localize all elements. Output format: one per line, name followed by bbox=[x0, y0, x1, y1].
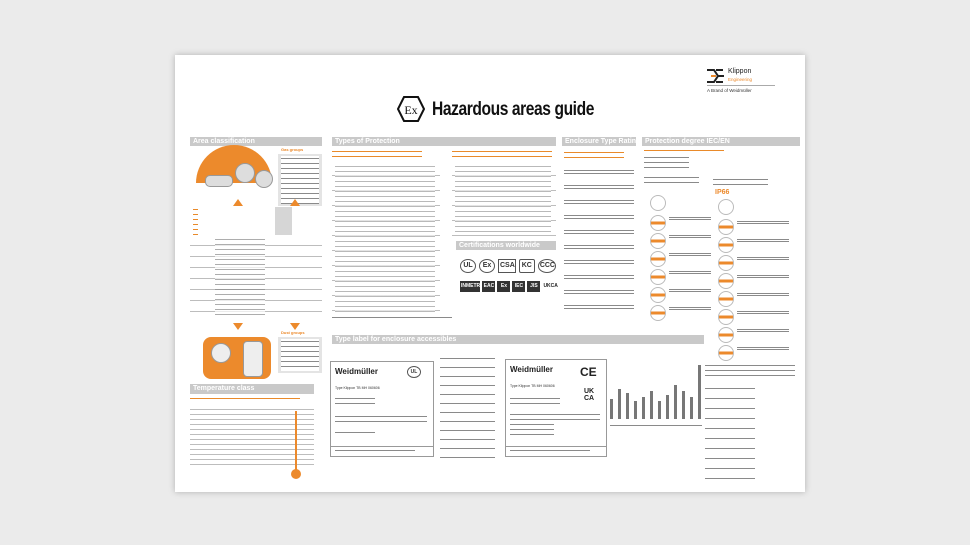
gas-groups-label: Gas groups bbox=[281, 147, 304, 152]
certification-logos: UL Ex CSA KC CCC INMETRO EAC Ex IEC JIS … bbox=[460, 255, 558, 305]
ce-mark: CE bbox=[580, 365, 597, 379]
cert-inmetro: INMETRO bbox=[460, 281, 484, 292]
cert-ukca: UKCA bbox=[542, 281, 558, 292]
label-legend bbox=[440, 355, 495, 465]
second-digit-column bbox=[713, 199, 793, 399]
type-label-ce: Weidmüller CE UK CA Type Klippon TB MH 0… bbox=[505, 359, 607, 457]
ip-example: IP66 bbox=[715, 189, 730, 196]
cert-eac: EAC bbox=[482, 281, 496, 292]
logo-tagline: A Brand of Weidmüller bbox=[707, 88, 752, 93]
temperature-table bbox=[190, 405, 314, 465]
ul-mark: UL bbox=[407, 366, 421, 378]
ex-hexagon-icon: Ex bbox=[397, 96, 425, 122]
type-label-ul: Weidmüller UL Type Klippon TB MH 060606 bbox=[330, 361, 434, 457]
cert-ul: UL bbox=[460, 259, 476, 273]
hazardous-areas-poster: Klippon Engineering A Brand of Weidmülle… bbox=[175, 55, 805, 492]
contact-info bbox=[705, 385, 755, 480]
section-area-classification: Area classification bbox=[190, 137, 322, 146]
cert-atex: Ex bbox=[479, 259, 495, 273]
label-marking-legend bbox=[610, 365, 705, 465]
cert-kc: KC bbox=[518, 259, 535, 273]
section-protection-degree: Protection degree IEC/EN bbox=[642, 137, 800, 146]
weidmuller-brand: Weidmüller bbox=[335, 367, 378, 376]
cert-ex-eac: Ex bbox=[497, 281, 511, 292]
left-type-text: Type Klippon TB MH 060606 bbox=[335, 386, 380, 390]
enclosure-type-list bbox=[564, 167, 634, 319]
thermometer bbox=[295, 411, 297, 473]
cert-iecex: IEC bbox=[512, 281, 526, 292]
right-type-text: Type Klippon TB MH 060606 bbox=[510, 384, 555, 388]
section-certifications: Certifications worldwide bbox=[456, 241, 556, 250]
ukca-mark: UK CA bbox=[584, 388, 595, 402]
dust-groups-label: Dust groups bbox=[281, 330, 305, 335]
section-types-of-protection: Types of Protection bbox=[332, 137, 556, 146]
weidmuller-brand-2: Weidmüller bbox=[510, 365, 553, 374]
cert-ccc: CCC bbox=[537, 259, 556, 273]
cert-csa: CSA bbox=[498, 259, 516, 273]
section-type-label: Type label for enclosure accessibles bbox=[332, 335, 704, 344]
logo-sub: Engineering bbox=[728, 77, 753, 82]
klippon-logo-icon bbox=[707, 69, 724, 83]
klippon-logo: Klippon Engineering A Brand of Weidmülle… bbox=[707, 68, 777, 102]
page-title: Hazardous areas guide bbox=[432, 99, 594, 120]
logo-name: Klippon bbox=[728, 68, 752, 75]
section-enclosure-type-rating: Enclosure Type Rating (CSA/UL) bbox=[562, 137, 636, 146]
cert-jis: JIS bbox=[527, 281, 541, 292]
first-digit-column bbox=[645, 195, 715, 325]
ex-symbol-text: Ex bbox=[404, 103, 417, 117]
section-temperature-class: Temperature class bbox=[190, 384, 314, 394]
